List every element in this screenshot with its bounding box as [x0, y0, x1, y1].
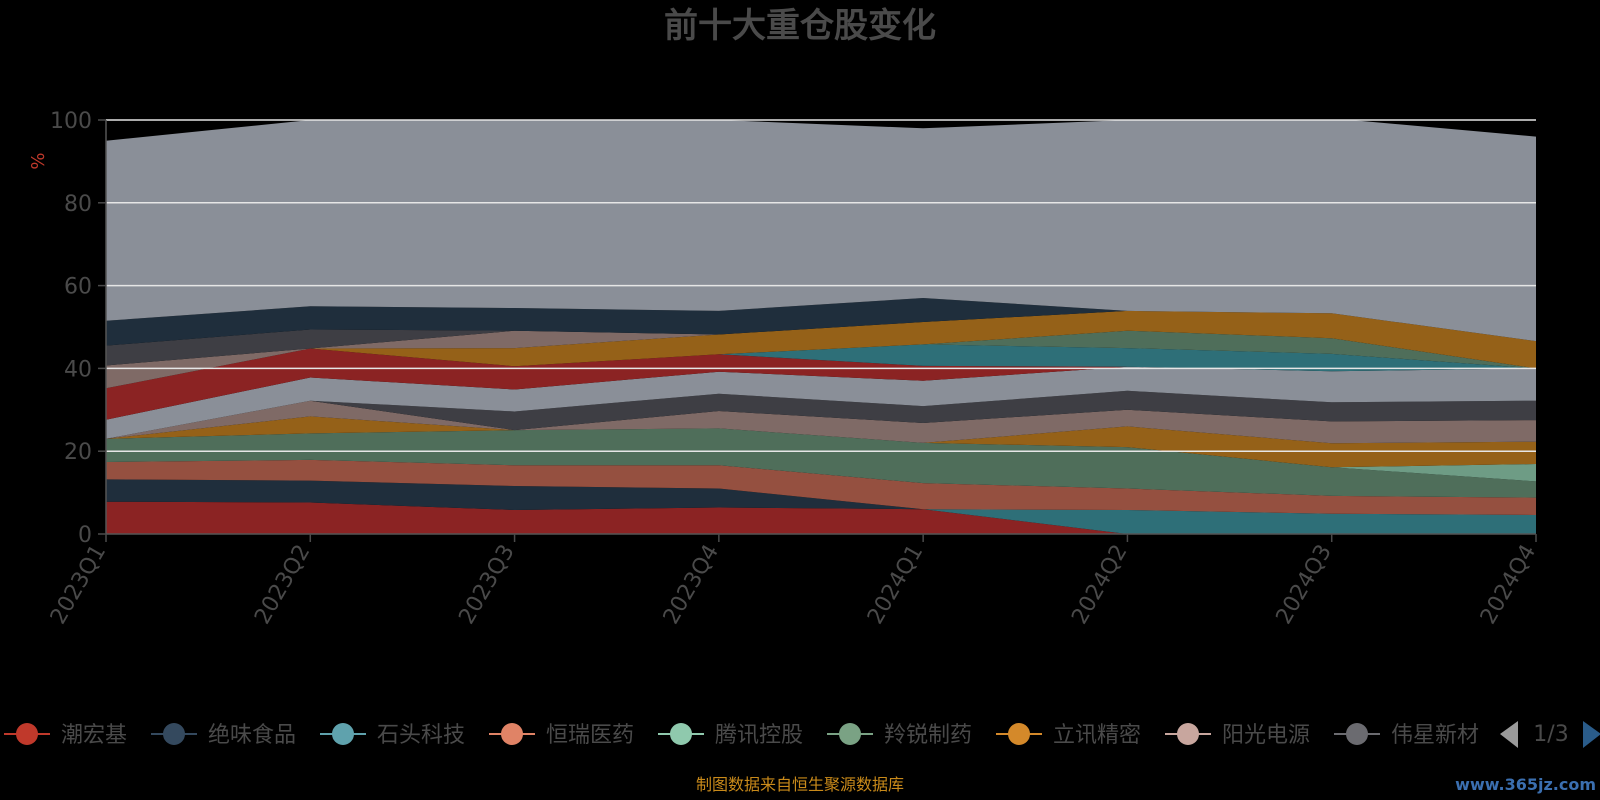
legend-prev-arrow-icon[interactable]	[1500, 721, 1518, 748]
area-series-0	[106, 501, 1536, 534]
y-tick-label: 0	[78, 523, 92, 548]
legend-marker-icon	[670, 723, 692, 745]
x-tick-label: 2023Q2	[250, 541, 315, 629]
legend-page-indicator: 1/3	[1533, 722, 1568, 747]
y-tick-label: 20	[64, 440, 92, 465]
legend-marker-icon	[163, 723, 185, 745]
y-tick-label: 80	[64, 192, 92, 217]
area-series-11	[106, 344, 1536, 389]
y-tick-label: 100	[50, 109, 92, 134]
legend-marker-icon	[1177, 723, 1199, 745]
legend-label: 阳光电源	[1222, 723, 1310, 748]
chart-title: 前十大重仓股变化	[664, 6, 936, 46]
legend-marker-icon	[1346, 723, 1368, 745]
legend-item[interactable]: 立讯精密	[996, 723, 1141, 748]
x-axis-ticks: 2023Q1 2023Q2 2023Q3 2023Q4 2024Q1 2024Q2 2024…	[46, 534, 1541, 629]
watermark: www.365jz.com	[1455, 775, 1596, 794]
legend-item[interactable]: 伟星新材	[1334, 723, 1479, 748]
legend-marker-icon	[16, 723, 38, 745]
area-series-2	[106, 479, 1536, 515]
x-tick-label: 2024Q2	[1067, 541, 1132, 629]
legend-item[interactable]: 恒瑞医药	[489, 723, 634, 748]
area-series-3	[106, 459, 1536, 515]
area-layer	[106, 120, 1536, 534]
y-axis-unit: %	[28, 152, 49, 169]
legend-item[interactable]: 潮宏基	[4, 723, 127, 748]
area-series-4	[106, 428, 1536, 498]
area-series-9	[106, 366, 1536, 439]
area-series-8	[106, 390, 1536, 439]
y-axis-ticks: 0 20 40 60 80 100	[50, 109, 106, 548]
legend-marker-icon	[332, 723, 354, 745]
legend-label: 腾讯控股	[715, 723, 803, 748]
legend-label: 潮宏基	[61, 723, 127, 748]
area-series-13	[106, 310, 1536, 389]
grid-lines	[106, 119, 1536, 452]
legend-label: 石头科技	[377, 723, 465, 748]
y-tick-label: 60	[64, 275, 92, 300]
area-series-15	[106, 310, 1536, 366]
legend-pager: 1/3	[1500, 721, 1600, 748]
area-series-10	[106, 348, 1536, 420]
area-series-12	[106, 330, 1536, 389]
legend-item[interactable]: 腾讯控股	[658, 723, 803, 748]
area-series-1	[106, 501, 1536, 534]
x-tick-label: 2024Q1	[863, 541, 928, 629]
data-source-note: 制图数据来自恒生聚源数据库	[696, 775, 904, 794]
y-tick-label: 40	[64, 357, 92, 382]
x-tick-label: 2023Q1	[46, 541, 111, 629]
legend-label: 立讯精密	[1053, 723, 1141, 748]
legend-label: 恒瑞医药	[546, 723, 634, 748]
legend-item[interactable]: 石头科技	[320, 723, 465, 748]
legend-marker-icon	[839, 723, 861, 745]
legend: 潮宏基 绝味食品 石头科技 恒瑞医药 腾讯控股 羚锐制药 立讯精密 阳光电源 伟星新材	[4, 723, 1479, 748]
x-tick-label: 2023Q4	[659, 541, 724, 629]
x-tick-label: 2024Q4	[1476, 541, 1541, 629]
legend-item[interactable]: 羚锐制药	[827, 723, 972, 748]
legend-label: 绝味食品	[208, 723, 296, 748]
legend-next-arrow-icon[interactable]	[1583, 721, 1600, 748]
axes	[105, 120, 1536, 535]
legend-marker-icon	[1008, 723, 1030, 745]
x-tick-label: 2024Q3	[1272, 541, 1337, 629]
x-tick-label: 2023Q3	[454, 541, 519, 629]
area-series-7	[106, 400, 1536, 444]
area-series-6	[106, 416, 1536, 468]
legend-marker-icon	[501, 723, 523, 745]
area-series-16	[106, 298, 1536, 346]
legend-item[interactable]: 绝味食品	[151, 723, 296, 748]
legend-item[interactable]: 阳光电源	[1165, 723, 1310, 748]
legend-label: 羚锐制药	[884, 723, 972, 748]
legend-label: 伟星新材	[1391, 723, 1479, 748]
